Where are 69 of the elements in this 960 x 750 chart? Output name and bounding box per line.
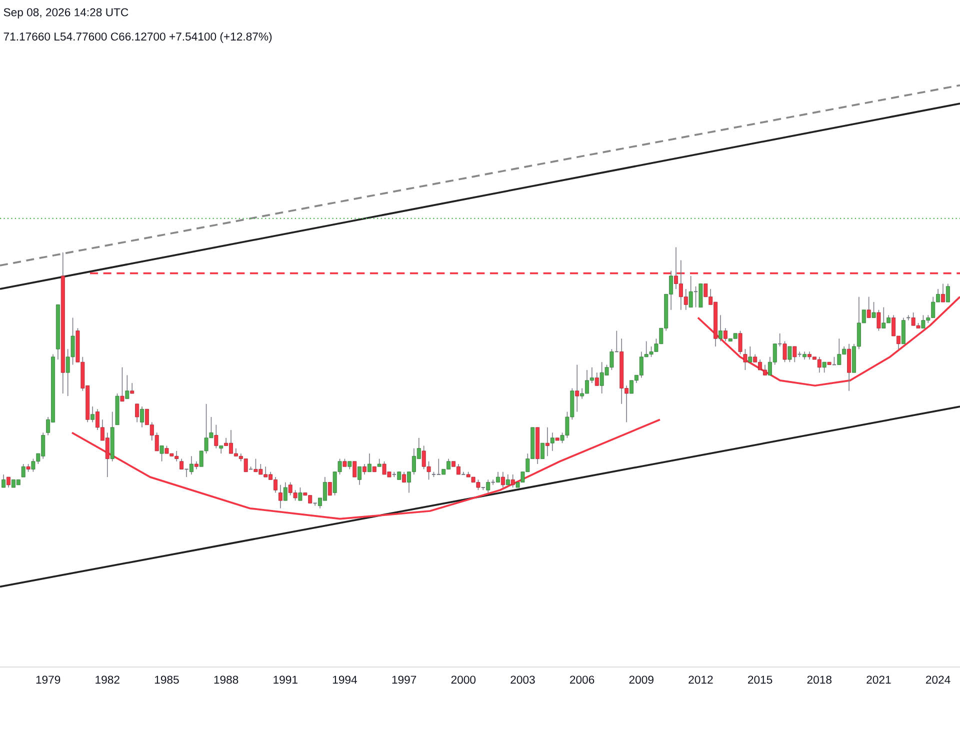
x-tick-label: 2009 <box>629 676 654 684</box>
candlestick <box>901 317 906 344</box>
candlestick <box>575 364 580 412</box>
candlestick <box>872 302 876 318</box>
candlestick <box>90 406 95 423</box>
candlestick <box>500 471 505 488</box>
candlestick <box>312 502 318 506</box>
candlestick <box>130 382 134 394</box>
candlestick <box>461 471 466 475</box>
x-tick-label: 1991 <box>274 676 298 684</box>
candlestick <box>797 351 802 358</box>
candlestick <box>328 482 332 496</box>
candlestick <box>352 460 357 478</box>
candlestick <box>778 332 782 347</box>
candlestick <box>540 442 544 460</box>
x-tick-label: 1988 <box>214 676 238 684</box>
candlestick <box>723 328 728 342</box>
x-tick-label: 2021 <box>866 676 891 684</box>
candlestick <box>2 474 6 488</box>
x-tick-label: 1985 <box>154 676 179 684</box>
candlestick <box>545 427 550 457</box>
candlestick <box>298 487 302 501</box>
x-tick-label: 2003 <box>510 676 535 684</box>
candlestick <box>120 366 124 402</box>
candlestick <box>550 432 554 452</box>
candlestick <box>693 286 698 308</box>
x-tick-label: 1979 <box>36 676 60 684</box>
candlestick <box>946 283 950 302</box>
candlestick <box>362 464 366 475</box>
candlestick <box>510 474 515 488</box>
candlestick <box>748 346 752 363</box>
text: Sep 08, 2026 14:28 UTC <box>4 8 128 19</box>
candlestick <box>738 330 742 355</box>
x-tick-label: 2024 <box>926 676 950 684</box>
candlestick <box>358 466 362 486</box>
text: 71.17660 L54.77600 C66.12700 +7.54100 (+12.87%) <box>4 32 272 43</box>
candlestick <box>743 348 748 370</box>
candlestick <box>594 372 599 386</box>
candlestick <box>941 283 945 302</box>
candlestick <box>822 362 826 373</box>
candlestick <box>184 468 189 478</box>
x-tick-label: 1982 <box>96 676 120 684</box>
candlestick <box>718 314 722 342</box>
candlestick <box>135 404 140 423</box>
candlestick <box>614 330 619 352</box>
candlestick <box>436 458 441 475</box>
x-tick-label: 2000 <box>451 676 476 684</box>
candlestick <box>367 453 372 472</box>
x-tick-label: 2018 <box>807 676 832 684</box>
x-tick-label: 2015 <box>748 676 772 684</box>
candlestick <box>506 474 510 486</box>
x-tick-label: 2006 <box>570 676 594 684</box>
candlestick <box>21 464 26 478</box>
candlestick <box>906 314 911 321</box>
candlestick <box>160 445 164 462</box>
candlestick <box>125 374 130 400</box>
x-tick-label: 1994 <box>332 676 357 684</box>
candlestick <box>876 309 881 332</box>
candlestick <box>278 484 282 509</box>
x-tick-label: 2012 <box>688 676 713 684</box>
candlestick <box>283 482 288 501</box>
candlestick <box>6 476 10 488</box>
candlestick <box>788 346 792 363</box>
candlestick <box>402 471 406 483</box>
candlestick <box>490 479 496 486</box>
candlestick <box>866 296 871 318</box>
candlestick <box>140 406 144 428</box>
candlestick <box>214 424 218 449</box>
x-tick-label: 1997 <box>392 676 416 684</box>
